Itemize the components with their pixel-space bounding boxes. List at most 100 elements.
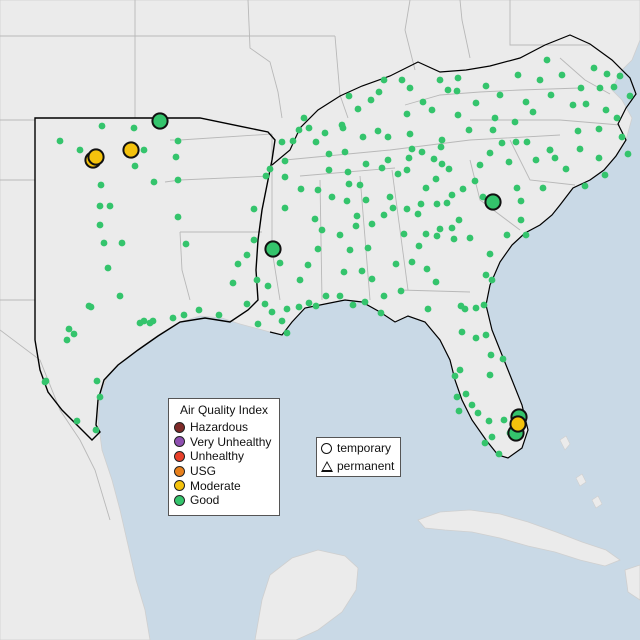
- monitor-marker-good[interactable]: [577, 84, 585, 92]
- monitor-marker-good[interactable]: [471, 177, 479, 185]
- monitor-marker-good[interactable]: [169, 314, 177, 322]
- monitor-marker-good[interactable]: [281, 173, 289, 181]
- monitor-marker-good[interactable]: [624, 150, 632, 158]
- monitor-marker-good[interactable]: [254, 320, 262, 328]
- monitor-marker-good[interactable]: [325, 150, 333, 158]
- monitor-marker-good[interactable]: [448, 224, 456, 232]
- monitor-marker-good[interactable]: [513, 184, 521, 192]
- monitor-marker-good[interactable]: [451, 372, 459, 380]
- monitor-marker-good[interactable]: [215, 311, 223, 319]
- monitor-marker-good[interactable]: [243, 251, 251, 259]
- monitor-marker-good[interactable]: [523, 138, 531, 146]
- monitor-marker-good[interactable]: [384, 133, 392, 141]
- monitor-marker-good[interactable]: [318, 226, 326, 234]
- monitor-marker-good[interactable]: [595, 125, 603, 133]
- monitor-marker-good[interactable]: [459, 185, 467, 193]
- monitor-marker-good[interactable]: [433, 200, 441, 208]
- monitor-marker-good[interactable]: [367, 96, 375, 104]
- monitor-marker-good[interactable]: [150, 178, 158, 186]
- monitor-marker-good[interactable]: [479, 193, 487, 201]
- monitor-marker-moderate-temporary[interactable]: [509, 415, 527, 433]
- monitor-marker-good[interactable]: [488, 276, 496, 284]
- monitor-marker-good[interactable]: [576, 145, 584, 153]
- monitor-marker-good[interactable]: [322, 292, 330, 300]
- monitor-marker-good[interactable]: [503, 231, 511, 239]
- monitor-marker-good[interactable]: [455, 407, 463, 415]
- monitor-marker-good[interactable]: [400, 230, 408, 238]
- monitor-marker-good[interactable]: [472, 334, 480, 342]
- monitor-marker-good[interactable]: [406, 130, 414, 138]
- monitor-marker-good[interactable]: [438, 136, 446, 144]
- monitor-marker-good[interactable]: [96, 221, 104, 229]
- monitor-marker-good[interactable]: [456, 366, 464, 374]
- monitor-marker-good[interactable]: [581, 182, 589, 190]
- monitor-marker-good[interactable]: [582, 100, 590, 108]
- monitor-marker-good[interactable]: [362, 160, 370, 168]
- monitor-marker-good[interactable]: [253, 276, 261, 284]
- monitor-marker-good[interactable]: [474, 409, 482, 417]
- monitor-marker-good[interactable]: [437, 143, 445, 151]
- monitor-marker-good[interactable]: [522, 231, 530, 239]
- monitor-marker-good[interactable]: [140, 146, 148, 154]
- monitor-marker-good[interactable]: [195, 306, 203, 314]
- monitor-marker-good[interactable]: [76, 146, 84, 154]
- monitor-marker-good[interactable]: [312, 138, 320, 146]
- monitor-marker-good[interactable]: [394, 170, 402, 178]
- monitor-marker-good[interactable]: [289, 137, 297, 145]
- monitor-marker-good[interactable]: [118, 239, 126, 247]
- monitor-marker-good[interactable]: [70, 330, 78, 338]
- monitor-marker-good[interactable]: [314, 245, 322, 253]
- monitor-marker-good[interactable]: [384, 156, 392, 164]
- monitor-marker-good[interactable]: [590, 64, 598, 72]
- monitor-marker-good[interactable]: [336, 292, 344, 300]
- monitor-marker-good[interactable]: [362, 196, 370, 204]
- monitor-marker-good[interactable]: [250, 236, 258, 244]
- monitor-marker-good[interactable]: [42, 377, 50, 385]
- monitor-marker-good[interactable]: [305, 124, 313, 132]
- monitor-marker-good[interactable]: [486, 371, 494, 379]
- monitor-marker-good[interactable]: [405, 154, 413, 162]
- monitor-marker-good[interactable]: [361, 298, 369, 306]
- monitor-marker-good[interactable]: [250, 205, 258, 213]
- monitor-marker-good[interactable]: [462, 390, 470, 398]
- monitor-marker-good[interactable]: [432, 175, 440, 183]
- monitor-marker-good[interactable]: [496, 91, 504, 99]
- monitor-marker-good[interactable]: [485, 417, 493, 425]
- monitor-marker-good[interactable]: [174, 176, 182, 184]
- monitor-marker-good[interactable]: [304, 261, 312, 269]
- monitor-marker-good[interactable]: [359, 133, 367, 141]
- monitor-marker-good[interactable]: [574, 127, 582, 135]
- monitor-marker-good[interactable]: [499, 355, 507, 363]
- monitor-marker-good[interactable]: [486, 149, 494, 157]
- monitor-marker-good[interactable]: [92, 426, 100, 434]
- monitor-marker-good[interactable]: [377, 309, 385, 317]
- monitor-marker-good[interactable]: [487, 351, 495, 359]
- monitor-marker-good[interactable]: [264, 282, 272, 290]
- monitor-marker-good[interactable]: [131, 162, 139, 170]
- monitor-marker-good[interactable]: [529, 108, 537, 116]
- monitor-marker-good[interactable]: [472, 304, 480, 312]
- monitor-marker-good[interactable]: [476, 161, 484, 169]
- monitor-marker-good[interactable]: [340, 268, 348, 276]
- monitor-marker-good[interactable]: [433, 232, 441, 240]
- monitor-marker-good[interactable]: [448, 191, 456, 199]
- monitor-marker-good[interactable]: [345, 180, 353, 188]
- monitor-marker-good[interactable]: [266, 165, 274, 173]
- monitor-marker-good[interactable]: [422, 184, 430, 192]
- monitor-marker-good[interactable]: [354, 105, 362, 113]
- monitor-marker-good[interactable]: [65, 325, 73, 333]
- monitor-marker-good[interactable]: [551, 154, 559, 162]
- monitor-marker-good[interactable]: [278, 138, 286, 146]
- monitor-marker-good[interactable]: [283, 305, 291, 313]
- monitor-marker-good[interactable]: [595, 154, 603, 162]
- monitor-marker-good[interactable]: [454, 111, 462, 119]
- monitor-marker-good[interactable]: [100, 239, 108, 247]
- monitor-marker-good[interactable]: [96, 202, 104, 210]
- monitor-marker-good[interactable]: [341, 148, 349, 156]
- monitor-marker-good[interactable]: [136, 319, 144, 327]
- monitor-marker-good[interactable]: [547, 91, 555, 99]
- monitor-marker-good[interactable]: [96, 393, 104, 401]
- monitor-marker-good[interactable]: [380, 211, 388, 219]
- monitor-marker-good[interactable]: [345, 92, 353, 100]
